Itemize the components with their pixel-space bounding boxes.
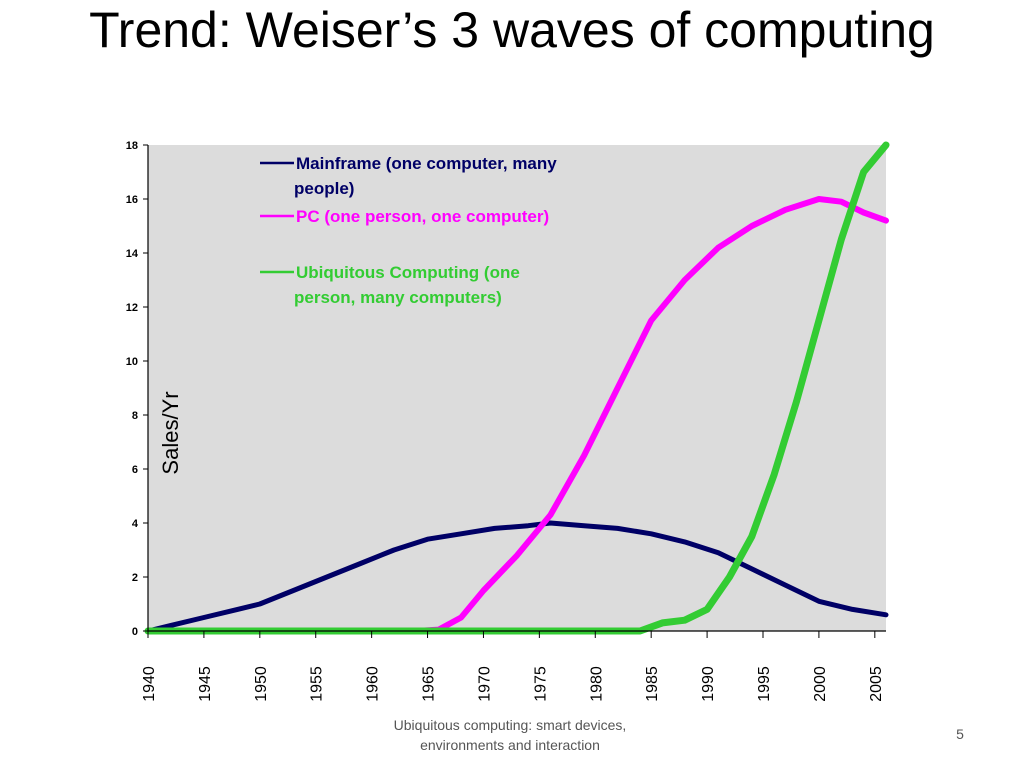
x-tick-label: 1975 bbox=[532, 666, 549, 702]
x-tick-label: 2000 bbox=[812, 666, 829, 702]
footer-line-2: environments and interaction bbox=[420, 737, 600, 753]
chart-area: 0 2 4 6 8 10 12 14 16 18 1940 1945 1950 1955 1960 1965… bbox=[108, 133, 902, 723]
y-tick-label: 12 bbox=[126, 302, 138, 314]
legend-label: Ubiquitous Computing (one bbox=[296, 263, 520, 282]
x-tick-label: 1980 bbox=[588, 666, 605, 702]
legend-label: Mainframe (one computer, many bbox=[296, 154, 557, 173]
y-tick-label: 10 bbox=[126, 356, 138, 368]
y-tick-label: 18 bbox=[126, 140, 138, 152]
x-tick-label: 1950 bbox=[253, 666, 270, 702]
page-number: 5 bbox=[956, 726, 964, 742]
y-axis-ticks: 0 2 4 6 8 10 12 14 16 18 bbox=[126, 140, 148, 638]
series-layer bbox=[144, 141, 890, 635]
y-tick-label: 16 bbox=[126, 194, 138, 206]
series-line-3 bbox=[144, 141, 890, 635]
slide-footer: Ubiquitous computing: smart devices, env… bbox=[360, 715, 660, 755]
legend-label: PC (one person, one computer) bbox=[296, 207, 549, 226]
x-tick-label: 1985 bbox=[644, 666, 661, 702]
y-tick-label: 4 bbox=[132, 518, 139, 530]
x-tick-label: 1960 bbox=[365, 666, 382, 702]
y-tick-label: 8 bbox=[132, 410, 138, 422]
legend-label: people) bbox=[294, 179, 354, 198]
x-axis-ticks: 1940 1945 1950 1955 1960 1965 1970 1975 1980 1985… bbox=[141, 631, 885, 702]
y-tick-label: 6 bbox=[132, 464, 138, 476]
legend: Mainframe (one computer, many people) PC (… bbox=[260, 154, 557, 307]
series-line-1 bbox=[145, 520, 889, 634]
x-tick-label: 1945 bbox=[197, 666, 214, 702]
series-line-2 bbox=[145, 196, 889, 634]
slide-title: Trend: Weiser’s 3 waves of computing bbox=[89, 2, 935, 58]
x-tick-label: 1970 bbox=[476, 666, 493, 702]
y-tick-label: 2 bbox=[132, 572, 138, 584]
x-tick-label: 2005 bbox=[868, 666, 885, 702]
x-tick-label: 1995 bbox=[756, 666, 773, 702]
plot-background bbox=[148, 145, 886, 631]
legend-label: person, many computers) bbox=[294, 288, 502, 307]
footer-line-1: Ubiquitous computing: smart devices, bbox=[393, 717, 627, 733]
line-chart: 0 2 4 6 8 10 12 14 16 18 1940 1945 1950 1955 1960 1965… bbox=[126, 140, 890, 702]
x-tick-label: 1965 bbox=[421, 666, 438, 702]
y-axis-label: Sales/Yr bbox=[158, 391, 183, 474]
x-tick-label: 1940 bbox=[141, 666, 158, 702]
x-tick-label: 1955 bbox=[309, 666, 326, 702]
y-tick-label: 14 bbox=[126, 248, 139, 260]
x-tick-label: 1990 bbox=[700, 666, 717, 702]
y-tick-label: 0 bbox=[132, 626, 138, 638]
